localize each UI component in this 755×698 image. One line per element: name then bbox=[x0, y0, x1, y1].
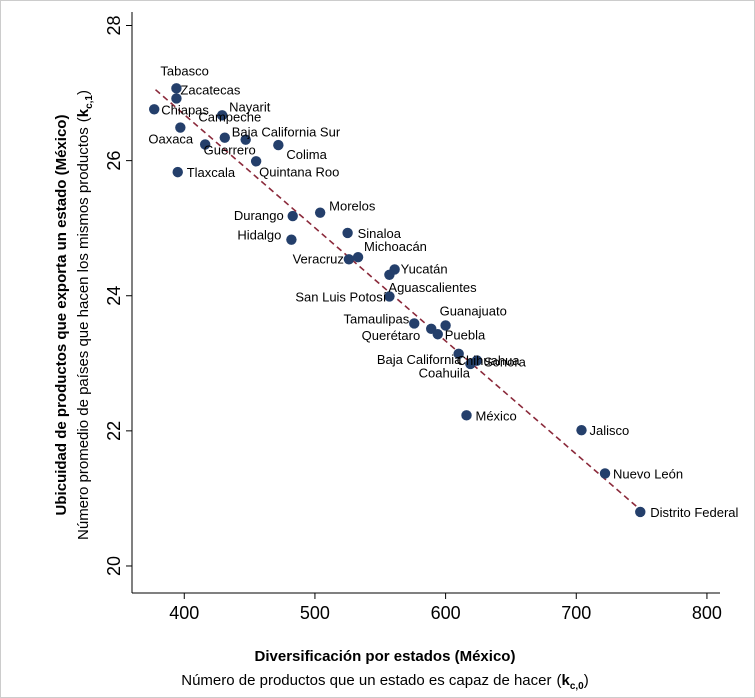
point-label: Baja California bbox=[377, 352, 462, 367]
scatter-point bbox=[432, 329, 443, 340]
scatter-point bbox=[461, 410, 472, 421]
point-label: Guanajuato bbox=[440, 303, 507, 318]
point-label: Michoacán bbox=[364, 239, 427, 254]
scatter-point bbox=[384, 269, 395, 281]
scatter-point bbox=[219, 132, 230, 143]
point-label: Zacatecas bbox=[180, 82, 240, 97]
scatter-point bbox=[172, 166, 183, 178]
fit-line-layer bbox=[154, 89, 640, 510]
y-axis-symbol-sub: c,1 bbox=[84, 95, 95, 109]
scatter-point bbox=[409, 318, 420, 329]
y-tick-label: 20 bbox=[104, 556, 124, 576]
scatter-point bbox=[599, 468, 611, 479]
scatter-point bbox=[453, 348, 464, 360]
scatter-point bbox=[240, 134, 251, 145]
scatter-point bbox=[343, 254, 355, 265]
point-label: Nayarit bbox=[229, 99, 271, 114]
scatter-point bbox=[171, 83, 182, 94]
scatter-point bbox=[250, 156, 262, 167]
fit-line bbox=[154, 89, 640, 510]
point-label: Coahuila bbox=[419, 366, 471, 381]
point-label: San Luis Potosí bbox=[295, 289, 386, 304]
point-label: Jalisco bbox=[589, 423, 629, 438]
point-label: Veracruz bbox=[293, 251, 344, 266]
scatter-point bbox=[635, 506, 646, 518]
point-label: México bbox=[476, 408, 517, 423]
scatter-point bbox=[273, 139, 284, 151]
axes: 20 22 24 26 28 400 500 600 700 800 bbox=[104, 12, 722, 623]
points-layer bbox=[149, 83, 646, 518]
point-label: Chiapas bbox=[161, 102, 209, 117]
x-axis-open-paren: ( bbox=[557, 672, 562, 689]
x-tick-label: 700 bbox=[561, 603, 591, 623]
point-label: Guerrero bbox=[204, 143, 256, 158]
point-label: Nuevo León bbox=[613, 466, 683, 481]
point-label: Distrito Federal bbox=[650, 505, 738, 520]
x-tick-label: 400 bbox=[169, 603, 199, 623]
y-axis-close-paren: ) bbox=[75, 90, 92, 95]
point-label: Puebla bbox=[445, 327, 486, 342]
point-label: Campeche bbox=[198, 110, 261, 125]
point-label: Hidalgo bbox=[237, 228, 281, 243]
y-axis-title: Ubicuidad de productos que exporta un es… bbox=[53, 115, 70, 516]
y-tick-label: 26 bbox=[104, 151, 124, 171]
scatter-point bbox=[576, 424, 587, 436]
point-label: Oaxaca bbox=[148, 131, 194, 146]
point-label: Tlaxcala bbox=[187, 165, 236, 180]
scatter-point bbox=[440, 320, 451, 331]
point-label: Quintana Roo bbox=[259, 164, 339, 179]
x-axis-symbol-sub: c,0 bbox=[570, 681, 584, 692]
y-tick-label: 28 bbox=[104, 15, 124, 35]
scatter-point bbox=[384, 291, 395, 302]
point-label: Tabasco bbox=[160, 63, 208, 78]
x-axis-close-paren: ) bbox=[584, 672, 589, 689]
x-tick-label: 600 bbox=[431, 603, 461, 623]
point-label: Sonora bbox=[484, 355, 527, 370]
scatter-point bbox=[199, 139, 211, 150]
point-label: Tamaulipas bbox=[343, 311, 409, 326]
x-axis-title: Diversificación por estados (México) bbox=[255, 648, 516, 665]
scatter-point bbox=[352, 252, 364, 263]
point-label: Aguascalientes bbox=[388, 280, 477, 295]
scatter-point bbox=[149, 104, 160, 115]
y-axis-symbol: k bbox=[75, 108, 92, 117]
y-axis-subtitle: Número promedio de países que hacen los … bbox=[75, 90, 95, 540]
scatter-point bbox=[171, 93, 182, 104]
point-label: Querétaro bbox=[362, 328, 421, 343]
point-label: Durango bbox=[234, 208, 284, 223]
x-axis-subtitle: Número de productos que un estado es cap… bbox=[181, 672, 589, 692]
point-label: Morelos bbox=[329, 199, 376, 214]
point-label: Colima bbox=[286, 147, 327, 162]
y-tick-label: 24 bbox=[104, 286, 124, 306]
y-axis-open-paren: ( bbox=[75, 117, 92, 122]
scatter-point bbox=[286, 234, 297, 245]
point-label: Baja California Sur bbox=[232, 125, 341, 140]
scatter-point bbox=[287, 210, 298, 222]
y-axis-subtitle-text: Número promedio de países que hacen los … bbox=[75, 127, 92, 540]
scatter-point bbox=[314, 207, 326, 218]
x-tick-label: 800 bbox=[692, 603, 722, 623]
point-label: Sinaloa bbox=[358, 226, 402, 241]
x-tick-label: 500 bbox=[300, 603, 330, 623]
scatter-point bbox=[471, 355, 483, 366]
point-label: Chihuahua bbox=[457, 353, 521, 368]
x-axis-symbol: k bbox=[562, 672, 571, 689]
y-tick-label: 22 bbox=[104, 421, 124, 441]
scatter-point bbox=[342, 227, 353, 239]
x-axis-subtitle-text: Número de productos que un estado es cap… bbox=[181, 672, 551, 689]
scatter-point bbox=[216, 110, 228, 121]
point-label: Yucatán bbox=[401, 261, 448, 276]
scatter-point bbox=[175, 122, 186, 133]
